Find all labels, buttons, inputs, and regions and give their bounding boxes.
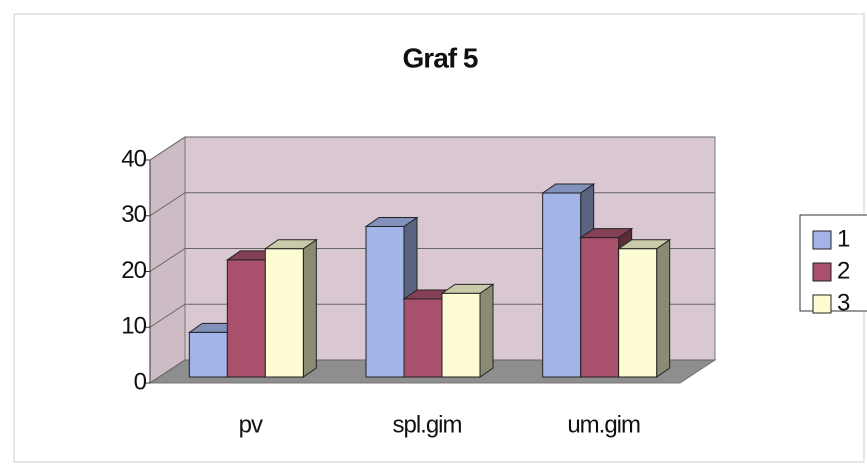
bar-front <box>441 292 481 378</box>
legend-label: 3 <box>837 289 850 316</box>
y-tick-label: 0 <box>134 368 147 395</box>
legend-swatch <box>812 262 832 282</box>
bar-front <box>365 225 405 378</box>
legend-label: 1 <box>837 225 850 252</box>
y-tick-label: 30 <box>121 201 146 228</box>
y-tick-label: 10 <box>121 313 146 340</box>
legend-label: 2 <box>837 257 850 284</box>
bar-front <box>580 237 620 378</box>
x-tick-label: pv <box>239 411 263 438</box>
legend-swatch <box>812 230 832 250</box>
x-tick-label: spl.gim <box>392 411 461 438</box>
bar <box>263 238 318 378</box>
y-tick-label: 20 <box>121 257 146 284</box>
x-tick-label: um.gim <box>567 411 640 438</box>
bar-side <box>302 238 317 378</box>
bar <box>440 283 495 378</box>
grid-line <box>149 136 715 161</box>
legend-swatch <box>812 294 832 314</box>
grid-line <box>149 248 715 272</box>
bar-front <box>618 248 658 378</box>
y-tick-label: 40 <box>121 145 146 172</box>
bar <box>617 238 672 378</box>
legend-box <box>799 214 867 312</box>
bar-front <box>542 192 582 378</box>
bar-side <box>479 283 494 378</box>
bar-front <box>264 248 304 378</box>
bar-front <box>226 259 266 378</box>
bar-front <box>403 298 443 378</box>
bar-side <box>656 238 671 378</box>
grid-line <box>149 359 715 384</box>
chart-title: Graf 5 <box>403 42 478 73</box>
grid-line <box>149 192 715 217</box>
grid-line <box>149 303 715 328</box>
bar-front <box>188 331 228 378</box>
